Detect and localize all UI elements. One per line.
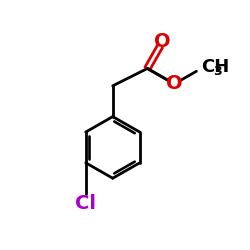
- Text: 3: 3: [213, 65, 222, 78]
- Text: Cl: Cl: [75, 194, 96, 213]
- Text: O: O: [166, 74, 183, 94]
- Text: CH: CH: [201, 58, 230, 76]
- Text: O: O: [154, 32, 171, 51]
